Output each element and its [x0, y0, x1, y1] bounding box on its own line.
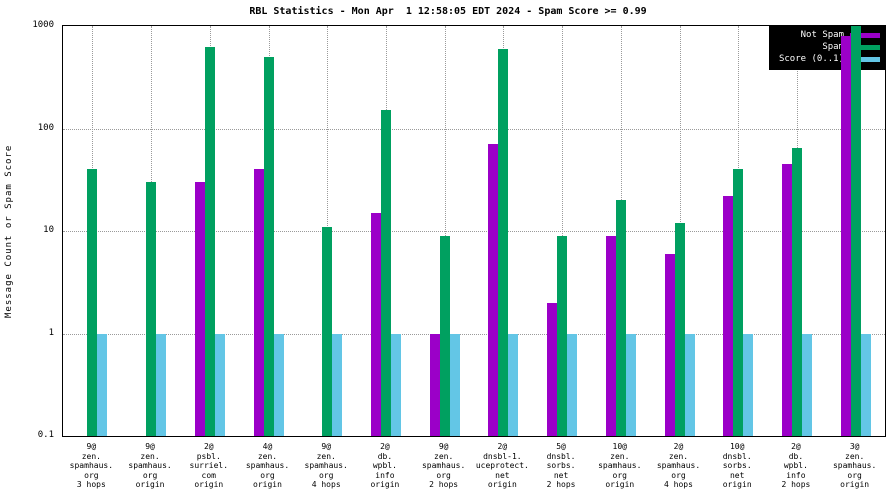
bar-spam [615, 200, 626, 436]
bar-score-0-1 [332, 333, 343, 436]
gridline-h [63, 333, 885, 335]
bar-not-spam [194, 182, 205, 436]
bar-score-0-1 [801, 333, 812, 436]
chart-title: RBL Statistics - Mon Apr 1 12:58:05 EDT … [249, 6, 647, 17]
x-tick-label: 9@ zen. spamhaus. org 4 hops [304, 442, 348, 489]
y-tick-label: 0.1 [37, 430, 54, 440]
legend: Not Spam Spam Score (0..1) [768, 25, 886, 70]
bar-score-0-1 [273, 333, 284, 436]
x-tick-label: 9@ zen. spamhaus. org 3 hops [69, 442, 114, 489]
legend-label-score: Score (0..1) [778, 54, 844, 64]
y-tick-label: 1000 [32, 20, 54, 30]
bar-spam [322, 226, 333, 436]
bar-score-0-1 [97, 333, 108, 436]
legend-swatch-not-spam [850, 32, 880, 38]
legend-swatch-spam [850, 44, 880, 50]
bar-not-spam [488, 144, 499, 436]
bar-not-spam [370, 212, 381, 436]
bar-score-0-1 [860, 333, 871, 436]
x-tick-label: 4@ zen. spamhaus. org origin [245, 442, 290, 489]
bar-spam [204, 47, 215, 436]
bar-not-spam [840, 35, 851, 436]
bar-score-0-1 [214, 333, 225, 436]
x-tick-label: 3@ zen. spamhaus. org origin [832, 442, 877, 489]
bar-spam [439, 235, 450, 436]
gridline-v [444, 26, 446, 436]
gridline-h [63, 231, 885, 232]
bar-not-spam [723, 195, 734, 436]
legend-row-score: Score (0..1) [779, 54, 880, 64]
bar-score-0-1 [625, 333, 636, 436]
bar-not-spam [664, 253, 675, 436]
bar-spam [498, 48, 509, 436]
x-tick-label: 2@ db. wpbl. info 2 hops [781, 442, 811, 489]
legend-label-not-spam: Not Spam [800, 30, 844, 40]
x-tick-label: 9@ zen. spamhaus. org origin [128, 442, 172, 489]
plot-area [62, 25, 886, 437]
x-tick-label: 10@ zen. spamhaus. org origin [598, 442, 642, 489]
bar-score-0-1 [684, 333, 695, 436]
bar-score-0-1 [743, 333, 754, 436]
bar-score-0-1 [156, 333, 167, 436]
bar-score-0-1 [508, 333, 519, 436]
bar-spam [87, 169, 98, 436]
x-tick-label: 2@ zen. spamhaus. org 4 hops [656, 442, 701, 489]
bar-spam [380, 110, 391, 436]
bar-not-spam [605, 235, 616, 436]
gridline-v [562, 26, 564, 436]
x-tick-label: 2@ psbl. surriel. com origin [189, 442, 229, 489]
x-tick-labels: 9@ zen. spamhaus. org 3 hops 9@ zen. spamhaus. o… [62, 442, 886, 502]
y-tick-label: 100 [37, 122, 54, 133]
y-tick-label: 10 [43, 225, 54, 235]
bar-score-0-1 [390, 333, 401, 436]
bar-score-0-1 [449, 333, 460, 436]
bar-spam [263, 56, 274, 436]
bar-spam [733, 169, 744, 436]
x-tick-label: 2@ db. wpbl. info origin [370, 442, 400, 489]
y-tick-label: 1 [48, 327, 54, 338]
bar-not-spam [781, 164, 792, 436]
x-tick-label: 9@ zen. spamhaus. org 2 hops [421, 442, 466, 489]
gridline-h [63, 128, 885, 130]
legend-row-spam: Spam [779, 42, 880, 52]
x-tick-label: 10@ dnsbl. sorbs. net origin [722, 442, 752, 489]
y-tick-labels: 0.1 1 10 100 1000 [0, 20, 60, 440]
legend-swatch-score [850, 56, 880, 62]
bar-spam [146, 182, 157, 436]
bar-spam [850, 26, 861, 436]
x-tick-label: 5@ dnsbl. sorbs. net 2 hops [546, 442, 576, 489]
x-tick-label: 2@ dnsbl-1. uceprotect. net origin [475, 442, 529, 489]
bar-spam [557, 235, 568, 436]
bar-not-spam [547, 302, 558, 436]
bar-not-spam [253, 169, 264, 436]
bar-score-0-1 [567, 333, 578, 436]
bar-not-spam [429, 333, 440, 436]
bar-spam [791, 147, 802, 436]
legend-row-not-spam: Not Spam [779, 30, 880, 40]
legend-label-spam: Spam [822, 42, 844, 52]
bar-spam [674, 222, 685, 436]
